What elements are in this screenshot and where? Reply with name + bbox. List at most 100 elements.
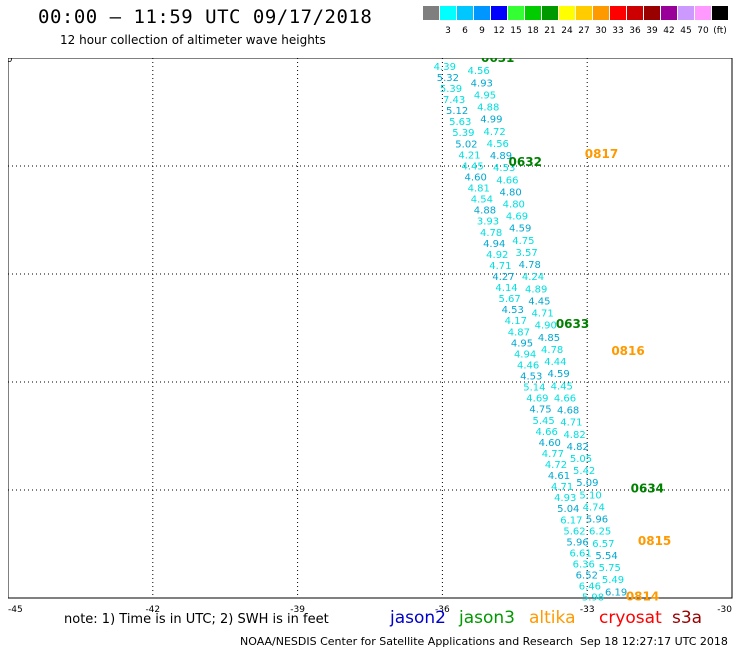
swh-value: 4.66 xyxy=(554,393,576,404)
swh-value: 5.67 xyxy=(499,294,521,305)
swh-value: 4.82 xyxy=(567,442,589,453)
pass-time-label: 0814 xyxy=(626,590,659,604)
legend-swatch xyxy=(610,6,626,20)
map-frame xyxy=(8,58,733,599)
legend-label: 6 xyxy=(462,26,468,36)
swh-value: 4.56 xyxy=(467,66,489,77)
lon-tick-label: -39 xyxy=(290,605,305,615)
swh-value: 6.17 xyxy=(560,515,582,526)
swh-value: 6.46 xyxy=(579,582,601,593)
legend-label: 70 xyxy=(697,26,709,36)
legend-swatch xyxy=(508,6,524,20)
legend-label: 18 xyxy=(527,26,539,36)
swh-value: 4.77 xyxy=(542,449,564,460)
swh-value: 4.53 xyxy=(520,372,542,383)
units-note: note: 1) Time is in UTC; 2) SWH is in fe… xyxy=(64,612,329,627)
legend-swatch xyxy=(644,6,660,20)
swh-value: 4.24 xyxy=(522,272,544,283)
swh-value: 4.75 xyxy=(529,405,551,416)
swh-value: 4.44 xyxy=(544,357,566,368)
wave-height-tracks: 4.395.325.397.435.125.635.395.024.214.45… xyxy=(434,62,628,604)
pass-time-labels: 0631 0632 0633 0634 0817 0816 0815 0814 xyxy=(481,58,671,604)
swh-value: 5.10 xyxy=(579,490,601,501)
swh-value: 6.36 xyxy=(573,560,595,571)
swh-value: 5.42 xyxy=(573,466,595,477)
swh-value: 7.43 xyxy=(443,95,465,106)
swh-value: 4.92 xyxy=(486,250,508,261)
legend-label: 21 xyxy=(544,26,556,36)
swh-value: 5.05 xyxy=(570,454,592,465)
legend-swatch xyxy=(695,6,711,20)
swh-value: 4.74 xyxy=(583,502,605,513)
legend-swatch xyxy=(559,6,575,20)
legend-swatch xyxy=(457,6,473,20)
swh-value: 4.78 xyxy=(541,345,563,356)
swh-value: 4.82 xyxy=(563,430,585,441)
swh-value: 5.63 xyxy=(449,117,471,128)
lon-tick-label: -45 xyxy=(8,605,23,615)
swh-value: 4.69 xyxy=(506,212,528,223)
swh-value: 4.66 xyxy=(536,427,558,438)
lon-tick-label: -30 xyxy=(717,605,732,615)
swh-value: 5.09 xyxy=(576,478,598,489)
legend-label: 33 xyxy=(612,26,624,36)
swh-value: 5.02 xyxy=(455,139,477,150)
swh-value: 4.93 xyxy=(471,78,493,89)
swh-value: 4.60 xyxy=(465,172,487,183)
swh-value: 6.52 xyxy=(576,571,598,582)
swh-value: 4.80 xyxy=(499,187,521,198)
swh-value: 4.56 xyxy=(487,139,509,150)
satellite-jason2: jason2 xyxy=(390,608,446,628)
legend-swatch xyxy=(593,6,609,20)
swh-value: 5.96 xyxy=(586,515,608,526)
swh-value: 4.78 xyxy=(519,260,541,271)
swh-value: 4.81 xyxy=(468,184,490,195)
swh-value: 5.75 xyxy=(599,563,621,574)
swh-value: 4.71 xyxy=(551,482,573,493)
swh-value: 5.12 xyxy=(446,106,468,117)
swh-value: 4.66 xyxy=(496,175,518,186)
swh-value: 4.46 xyxy=(517,360,539,371)
map-tick-labels: -45-42-39-36-33-300246810 xyxy=(8,58,732,615)
pass-time-label: 0634 xyxy=(631,482,664,496)
legend-label: (ft) xyxy=(713,26,727,36)
legend-swatch xyxy=(542,6,558,20)
satellite-altika: altika xyxy=(529,608,576,628)
swh-value: 4.59 xyxy=(547,369,569,380)
swh-value: 3.93 xyxy=(477,217,499,228)
swh-value: 5.39 xyxy=(440,84,462,95)
swh-value: 5.32 xyxy=(437,73,459,84)
swh-value: 4.45 xyxy=(528,296,550,307)
swh-value: 5.39 xyxy=(452,128,474,139)
pass-time-label: 0632 xyxy=(509,155,542,169)
swh-value: 4.94 xyxy=(514,349,536,360)
swh-value: 5.45 xyxy=(532,416,554,427)
swh-value: 4.95 xyxy=(474,90,496,101)
swh-value: 6.61 xyxy=(570,548,592,559)
swh-value: 4.72 xyxy=(483,127,505,138)
legend-swatch xyxy=(712,6,728,20)
swh-value: 4.75 xyxy=(512,236,534,247)
swh-value: 4.14 xyxy=(495,283,517,294)
swh-value: 4.53 xyxy=(502,305,524,316)
swh-value: 4.80 xyxy=(503,200,525,211)
swh-value: 4.69 xyxy=(526,394,548,405)
legend-swatch xyxy=(423,6,439,20)
swh-value: 4.39 xyxy=(434,62,456,73)
swh-value: 5.62 xyxy=(563,526,585,537)
swh-value: 4.21 xyxy=(458,150,480,161)
swh-value: 4.45 xyxy=(461,161,483,172)
swh-value: 4.45 xyxy=(551,381,573,392)
legend-label: 9 xyxy=(479,26,485,36)
legend-label: 45 xyxy=(680,26,692,36)
satellite-jason3: jason3 xyxy=(459,608,515,628)
footer-credit: NOAA/NESDIS Center for Satellite Applica… xyxy=(240,635,574,648)
swh-value: 4.68 xyxy=(557,406,579,417)
swh-value: 4.54 xyxy=(471,195,493,206)
swh-value: 5.54 xyxy=(595,551,617,562)
swh-value: 4.88 xyxy=(477,103,499,114)
swh-value: 4.93 xyxy=(554,493,576,504)
swh-value: 4.94 xyxy=(483,239,505,250)
legend-label: 27 xyxy=(578,26,590,36)
legend-label: 12 xyxy=(493,26,505,36)
